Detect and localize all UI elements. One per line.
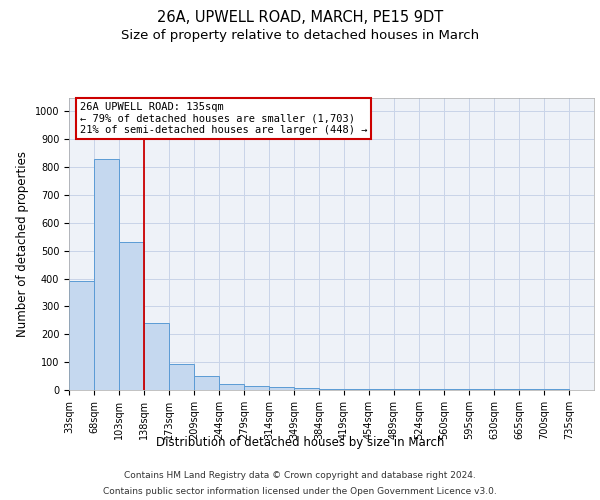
Bar [244, 386, 269, 390]
Bar [344, 388, 369, 390]
Text: 26A UPWELL ROAD: 135sqm
← 79% of detached houses are smaller (1,703)
21% of semi: 26A UPWELL ROAD: 135sqm ← 79% of detache… [79, 102, 367, 135]
Bar [144, 323, 169, 390]
Bar [69, 282, 94, 390]
Bar [169, 364, 194, 390]
Bar [519, 389, 544, 390]
Bar [445, 389, 469, 390]
Text: Contains public sector information licensed under the Open Government Licence v3: Contains public sector information licen… [103, 486, 497, 496]
Bar [394, 389, 419, 390]
Bar [269, 386, 294, 390]
Bar [94, 159, 119, 390]
Text: Contains HM Land Registry data © Crown copyright and database right 2024.: Contains HM Land Registry data © Crown c… [124, 472, 476, 480]
Bar [294, 388, 319, 390]
Bar [369, 388, 394, 390]
Bar [220, 384, 244, 390]
Bar [544, 389, 569, 390]
Bar [319, 388, 344, 390]
Bar [469, 389, 494, 390]
Bar [494, 389, 519, 390]
Text: Size of property relative to detached houses in March: Size of property relative to detached ho… [121, 28, 479, 42]
Text: Distribution of detached houses by size in March: Distribution of detached houses by size … [156, 436, 444, 449]
Bar [194, 376, 220, 390]
Text: 26A, UPWELL ROAD, MARCH, PE15 9DT: 26A, UPWELL ROAD, MARCH, PE15 9DT [157, 10, 443, 25]
Y-axis label: Number of detached properties: Number of detached properties [16, 151, 29, 337]
Bar [419, 389, 443, 390]
Bar [119, 242, 144, 390]
